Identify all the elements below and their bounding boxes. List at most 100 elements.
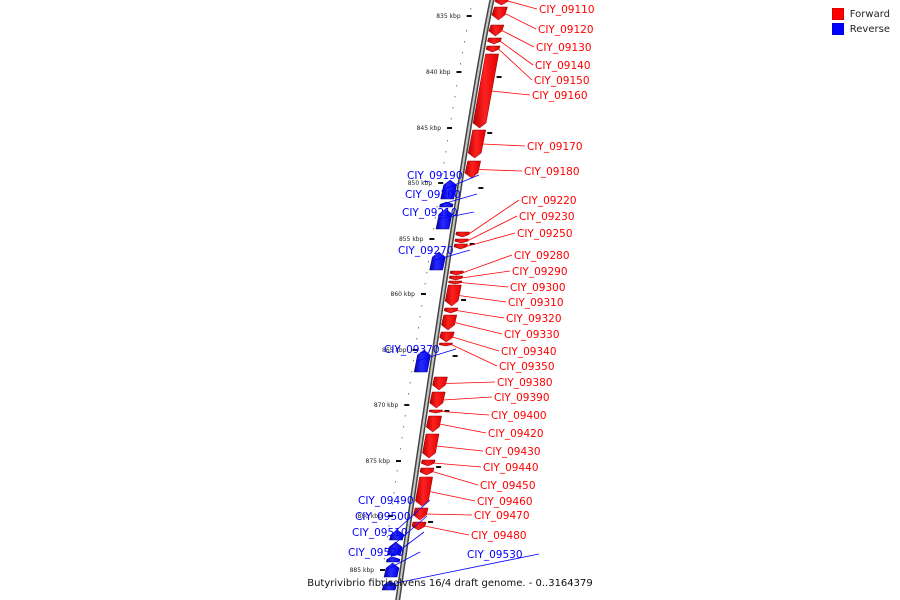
gene-ciy-09450[interactable] xyxy=(419,467,435,476)
gene-label[interactable]: CIY_09250 xyxy=(517,228,573,240)
gene-ciy-09250[interactable] xyxy=(453,243,468,250)
gene-ciy-09420[interactable] xyxy=(425,415,442,433)
gene-label[interactable]: CIY_09370 xyxy=(384,344,440,356)
gene-label[interactable]: CIY_09330 xyxy=(504,329,560,341)
gene-ciy-09310[interactable] xyxy=(444,284,462,307)
ruler-minor-tick xyxy=(424,283,426,285)
label-leader-line xyxy=(499,40,534,66)
ruler-minor-tick xyxy=(417,327,419,329)
gene-ciy-09160[interactable] xyxy=(472,53,499,129)
gene-label[interactable]: CIY_09230 xyxy=(519,211,575,223)
gene-label[interactable]: CIY_09190 xyxy=(407,170,463,182)
gene-ciy-09280[interactable] xyxy=(449,270,464,276)
gene-label[interactable]: CIY_09400 xyxy=(491,410,547,422)
label-leader-line xyxy=(461,270,511,279)
gene-label[interactable]: CIY_09120 xyxy=(538,24,594,36)
gene-ciy-09110[interactable] xyxy=(494,0,510,6)
gene-label[interactable]: CIY_09470 xyxy=(474,510,530,522)
ruler-minor-tick xyxy=(391,503,393,505)
ruler-minor-tick xyxy=(463,41,465,43)
gene-ciy-09520[interactable] xyxy=(383,562,400,578)
gene-ciy-09340[interactable] xyxy=(439,331,455,343)
label-leader-line xyxy=(438,211,475,220)
gene-label[interactable]: CIY_09530 xyxy=(467,549,523,561)
gene-ciy-09270[interactable] xyxy=(429,251,446,271)
gene-ciy-09210[interactable] xyxy=(435,208,453,230)
gene-label[interactable]: CIY_09340 xyxy=(501,346,557,358)
gene-ciy-09350[interactable] xyxy=(438,342,453,347)
label-leader-line xyxy=(491,90,531,96)
gene-label[interactable]: CIY_09520 xyxy=(348,547,404,559)
gene-label[interactable]: CIY_09140 xyxy=(535,60,591,72)
gene-label[interactable]: CIY_09460 xyxy=(477,496,533,508)
gene-ciy-09440[interactable] xyxy=(420,459,436,467)
gene-label[interactable]: CIY_09110 xyxy=(539,4,595,16)
gene-label[interactable]: CIY_09280 xyxy=(514,250,570,262)
label-leader-line xyxy=(462,254,513,274)
gene-label[interactable]: CIY_09430 xyxy=(485,446,541,458)
gene-ciy-09130[interactable] xyxy=(488,24,505,37)
gene-ciy-09290[interactable] xyxy=(448,275,464,281)
gene-label[interactable]: CIY_09320 xyxy=(506,313,562,325)
ruler-minor-tick xyxy=(401,437,403,439)
gene-label[interactable]: CIY_09170 xyxy=(527,141,583,153)
genome-axis xyxy=(395,0,495,600)
ruler-label: 855 kbp xyxy=(399,236,424,243)
gene-label[interactable]: CIY_09200 xyxy=(405,189,461,201)
gene-ciy-09390[interactable] xyxy=(429,391,446,409)
gene-ciy-09170[interactable] xyxy=(467,129,487,159)
gene-label[interactable]: CIY_09500 xyxy=(355,511,411,523)
gene-ciy-09220[interactable] xyxy=(455,231,470,238)
gene-label[interactable]: CIY_09490 xyxy=(358,495,414,507)
gene-ciy-09230[interactable] xyxy=(454,238,469,244)
label-leader-line xyxy=(467,199,520,235)
gene-label[interactable]: CIY_09220 xyxy=(521,195,577,207)
gene-label[interactable]: CIY_09310 xyxy=(508,297,564,309)
gene-ciy-09460[interactable] xyxy=(415,476,433,507)
genome-caption: Butyrivibrio fibrisolvens 16/4 draft gen… xyxy=(307,578,593,589)
gene-label[interactable]: CIY_09420 xyxy=(488,428,544,440)
gene-ciy-09430[interactable] xyxy=(422,433,440,459)
gene-ciy-09400[interactable] xyxy=(428,409,443,414)
gene-ciy-09380[interactable] xyxy=(432,376,448,391)
gene-ciy-09320[interactable] xyxy=(443,307,459,314)
ruler-minor-tick xyxy=(452,107,454,109)
gene-ciy-09200[interactable] xyxy=(439,201,454,208)
gene-ciy-09470[interactable] xyxy=(413,507,429,521)
ruler-minor-tick xyxy=(454,96,456,98)
gene-ciy-09120[interactable] xyxy=(491,6,508,21)
ruler-minor-tick xyxy=(428,261,430,263)
ruler-minor-tick xyxy=(460,63,462,65)
ruler-minor-tick xyxy=(443,162,445,164)
gene-label[interactable]: CIY_09180 xyxy=(524,166,580,178)
gene-label[interactable]: CIY_09450 xyxy=(480,480,536,492)
gene-label[interactable]: CIY_09510 xyxy=(352,527,408,539)
gene-label[interactable]: CIY_09150 xyxy=(534,75,590,87)
gene-label[interactable]: CIY_09160 xyxy=(532,90,588,102)
ruler-label: 845 kbp xyxy=(417,125,442,132)
gene-ciy-09140[interactable] xyxy=(487,37,502,45)
gene-label[interactable]: CIY_09380 xyxy=(497,377,553,389)
gene-label[interactable]: CIY_09480 xyxy=(471,530,527,542)
gene-label[interactable]: CIY_09390 xyxy=(494,392,550,404)
gene-label[interactable]: CIY_09300 xyxy=(510,282,566,294)
gene-ciy-09330[interactable] xyxy=(441,314,458,331)
ruler-label: 850 kbp xyxy=(408,180,433,187)
gene-ciy-09370[interactable] xyxy=(413,349,431,373)
ruler-minor-tick xyxy=(388,525,390,527)
ruler-label: 885 kbp xyxy=(350,567,375,574)
gene-label[interactable]: CIY_09350 xyxy=(499,361,555,373)
label-leader-line xyxy=(443,174,480,190)
axis-marker xyxy=(436,466,442,468)
label-leader-line xyxy=(466,232,516,247)
gene-label[interactable]: CIY_09440 xyxy=(483,462,539,474)
gene-ciy-09180[interactable] xyxy=(464,160,482,179)
gene-label[interactable]: CIY_09290 xyxy=(512,266,568,278)
gene-ciy-09150[interactable] xyxy=(485,45,501,53)
gene-label[interactable]: CIY_09210 xyxy=(402,207,458,219)
gene-ciy-09480[interactable] xyxy=(411,521,427,531)
gene-label[interactable]: CIY_09130 xyxy=(536,42,592,54)
gene-label[interactable]: CIY_09270 xyxy=(398,245,454,257)
gene-ciy-09300[interactable] xyxy=(448,280,463,285)
label-leader-line xyxy=(387,531,425,560)
